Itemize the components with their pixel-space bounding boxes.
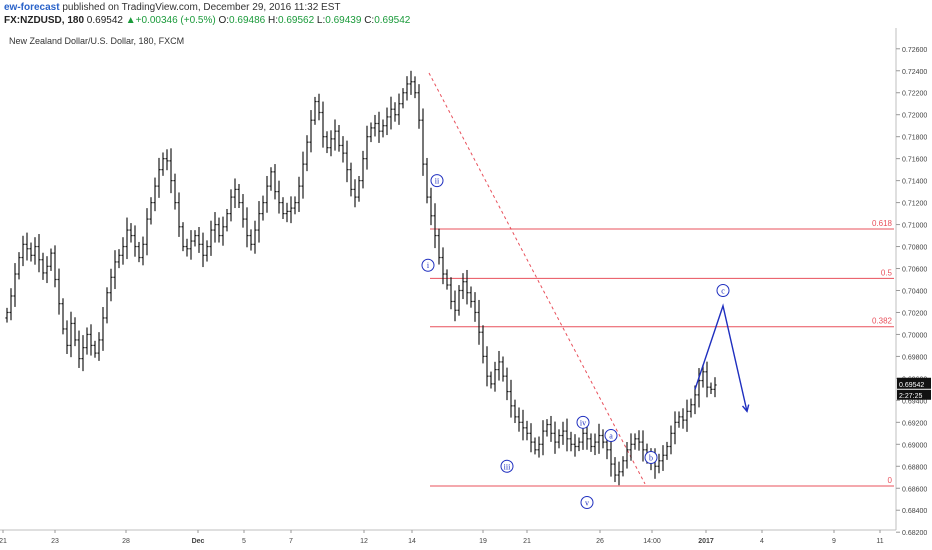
wave-label-circle [580,496,594,510]
open-label: O: [218,15,230,26]
publish-info: published on TradingView.com, December 2… [62,2,341,13]
y-tick-label: 0.68800 [902,464,927,471]
high-value: 0.69562 [277,15,315,26]
fib-level-label: 0.618 [872,219,893,228]
x-tick-label: Dec [192,538,205,545]
fib-level-label: 0.5 [881,268,893,277]
wave-label-c: c [721,286,725,295]
chart-title: New Zealand Dollar/U.S. Dollar, 180, FXC… [9,36,185,46]
y-tick-label: 0.72600 [902,47,927,54]
high-label: H: [267,15,278,26]
last-price: 0.69542 [86,15,123,26]
x-tick-label: 14:00 [643,538,661,545]
wave-label-circle [644,450,658,464]
wave-label-iii: iii [504,462,511,471]
wave-label-circle [604,429,618,443]
low-label: L: [316,15,326,26]
current-price-label: 0.69542 [899,382,924,389]
y-tick-label: 0.70200 [902,310,927,317]
countdown-label: 2:27:25 [899,393,922,400]
up-arrow-icon: ▲ [125,15,136,26]
chart-header: ew-forecast published on TradingView.com… [0,0,932,30]
x-tick-label: 21 [523,538,531,545]
countdown-box [897,389,931,400]
wave-label-circle [500,459,514,473]
x-tick-label: 19 [479,538,487,545]
y-tick-label: 0.70800 [902,245,927,252]
y-tick-label: 0.69000 [902,442,927,449]
wave-label-b: b [649,453,653,462]
y-tick-label: 0.71200 [902,201,927,208]
close-label: C: [364,15,375,26]
y-tick-label: 0.71600 [902,157,927,164]
dashed-trendline[interactable] [428,72,646,485]
publish-line: ew-forecast published on TradingView.com… [4,2,341,13]
x-tick-label: 21 [0,538,7,545]
wave-label-circle [421,258,435,272]
y-tick-label: 0.69200 [902,420,927,427]
wave-label-circle [576,415,590,429]
y-tick-label: 0.69400 [902,398,927,405]
y-tick-label: 0.68400 [902,508,927,515]
y-tick-label: 0.68600 [902,486,927,493]
wave-label-circle [716,283,730,297]
y-tick-label: 0.70400 [902,288,927,295]
y-tick-label: 0.70000 [902,332,927,339]
wave-label-v: v [585,499,589,508]
x-tick-label: 23 [51,538,59,545]
open-value: 0.69486 [229,15,266,26]
current-price-box [897,377,931,389]
wave-label-ii: ii [435,177,440,186]
y-tick-label: 0.72200 [902,91,927,98]
price-chart[interactable]: 0.72600 0.72400 0.72200 0.72000 0.71800 0.716… [0,28,932,550]
projection-path[interactable] [694,303,748,412]
x-tick-label: 9 [832,538,836,545]
close-value: 0.69542 [374,15,411,26]
y-tick-label: 0.71800 [902,135,927,142]
y-tick-label: 0.72400 [902,69,927,76]
y-tick-label: 0.71400 [902,179,927,186]
fib-level-label: 0.382 [872,317,893,326]
symbol-label: FX:NZDUSD, 180 [4,15,85,26]
x-tick-label: 14 [408,538,416,545]
y-tick-label: 0.71000 [902,223,927,230]
fib-level-label: 0 [888,476,893,485]
wave-label-iv: iv [580,418,586,427]
x-tick-label: 26 [596,538,604,545]
y-tick-label: 0.72000 [902,113,927,120]
y-tick-label: 0.70600 [902,267,927,274]
x-tick-label: 7 [289,538,293,545]
author-link[interactable]: ew-forecast [4,2,60,13]
low-value: 0.69439 [325,15,362,26]
x-tick-label: 12 [360,538,368,545]
y-tick-label: 0.69800 [902,354,927,361]
x-tick-label: 28 [122,538,130,545]
projection-arrow-icon [741,404,750,413]
price-change: +0.00346 (+0.5%) [135,15,216,26]
wave-label-circle [430,174,444,188]
wave-label-i: i [427,261,430,270]
x-tick-label: 4 [760,538,764,545]
y-tick-label: 0.68200 [902,530,927,537]
wave-label-a: a [609,432,613,441]
ohlc-line: FX:NZDUSD, 180 0.69542 ▲+0.00346 (+0.5%)… [4,15,410,26]
x-tick-label: 2017 [698,538,714,545]
x-tick-label: 11 [876,538,883,545]
x-tick-label: 5 [242,538,246,545]
